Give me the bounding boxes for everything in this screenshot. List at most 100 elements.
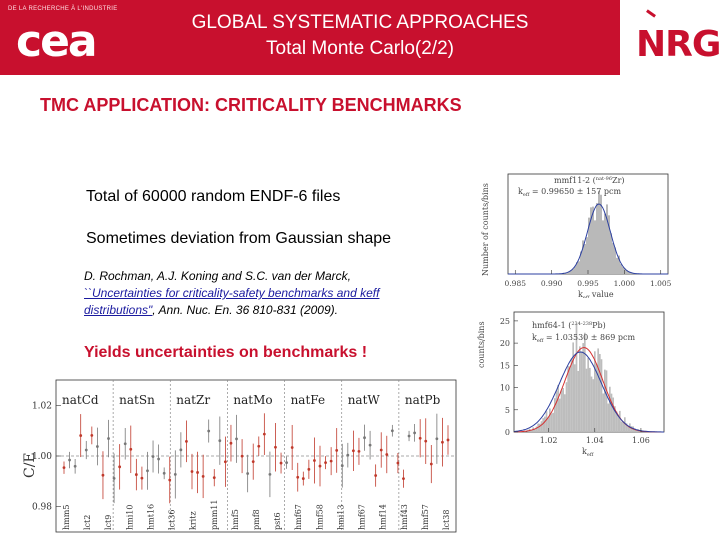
hist2-bar (627, 425, 629, 432)
hist2-bar (552, 412, 554, 432)
hist2-ytick-label: 20 (500, 339, 510, 348)
ce-point (285, 461, 289, 465)
header-bar (0, 0, 620, 75)
ce-point (429, 462, 433, 466)
hist2-bar (587, 357, 589, 432)
hist2-bar (595, 363, 598, 432)
ce-point (346, 453, 350, 457)
hist2-ytick-label: 5 (505, 406, 510, 415)
hist1-xlabel-suffix: value (589, 290, 614, 298)
hist1-gaussian-fit (508, 203, 668, 275)
hist1-xtick-label: 0.995 (577, 279, 599, 288)
hist2-ytick-label: 25 (500, 317, 510, 326)
hist2-xtick-label: 1.06 (632, 436, 650, 445)
ce-point (207, 429, 211, 433)
ce-point (351, 449, 355, 453)
hist1-bar (620, 264, 622, 274)
ce-point (274, 445, 277, 449)
ce-group-label: natMo (233, 393, 272, 407)
hist2-bars (524, 323, 641, 432)
hist2-bar (544, 416, 546, 432)
hist2-bar (559, 398, 561, 432)
ref-title-link[interactable]: ``Uncertainties for criticality-safety b… (84, 286, 380, 317)
hist2-bar (622, 421, 624, 432)
ce-xtick-label: hmf5 (231, 509, 240, 530)
ce-point (279, 461, 283, 465)
reference: D. Rochman, A.J. Koning and S.C. van der… (84, 268, 414, 319)
hist2-bar (610, 393, 613, 432)
ce-point (218, 439, 222, 443)
hist2-xlabel-k: k (582, 447, 587, 456)
hist2-bar (577, 370, 579, 432)
ce-point (123, 442, 127, 446)
ce-point (101, 473, 105, 477)
ref-journal: , Ann. Nuc. En. 36 810-831 (2009). (152, 303, 338, 317)
hist2-bar (582, 343, 584, 432)
ce-ytick-label: 1.02 (32, 401, 52, 411)
hist1-bar (594, 220, 596, 274)
hist1-ylabel: Number of counts/bins (481, 183, 490, 276)
hist2-bar (594, 351, 596, 432)
hist2-bar (567, 366, 569, 432)
ce-xtick-label: pmf8 (252, 509, 261, 530)
ce-point (385, 453, 389, 456)
hist1-bar (614, 247, 616, 274)
hist1-bar (570, 270, 572, 274)
ce-point (340, 464, 344, 468)
hist1-bars (564, 190, 636, 274)
cea-tagline: DE LA RECHERCHE À L'INDUSTRIE (8, 6, 118, 12)
hist2-bar (605, 370, 608, 432)
hist2-bar (619, 410, 621, 432)
hist1-xtick-label: 1.005 (650, 279, 672, 288)
hist1-bar (612, 242, 614, 274)
hist2-bar (630, 426, 633, 432)
hist2-bar (609, 386, 611, 432)
nrg-wordmark: NRG (636, 24, 720, 65)
ce-point (112, 476, 116, 480)
ce-point (390, 429, 394, 433)
hist2-bar (599, 353, 601, 432)
hist2-bar (617, 414, 619, 432)
hist2-xlabel: keff (582, 447, 594, 458)
hist2-annotation: hmf64-1 (234-238Pb) (532, 321, 606, 330)
hist1-xlabel: keff value (578, 290, 614, 298)
histogram-mmf11: mmf11-2 (nat-96Zr) keff = 0.99650 ± 157 … (481, 173, 672, 298)
hist1-bar (604, 213, 606, 274)
hist2-bar (589, 367, 591, 432)
hist2-bar (570, 358, 573, 432)
hist2-bar (590, 376, 593, 432)
ce-xtick-label: hmf57 (421, 504, 430, 530)
hist2-bar (554, 398, 556, 432)
cea-wordmark: cea (16, 16, 98, 67)
hist2-bar (574, 364, 576, 432)
hist2-xtick-label: 1.04 (586, 436, 604, 445)
hist1-bar (588, 217, 590, 274)
ce-point (396, 461, 400, 465)
hist2-keff: keff = 1.03530 ± 869 pcm (532, 333, 635, 344)
hist1-xlabel-sub: eff (583, 295, 590, 298)
hist1-bar (578, 261, 580, 274)
hist2-xtick-label: 1.02 (540, 436, 558, 445)
hist2-bar (612, 397, 614, 432)
ce-point (251, 460, 255, 464)
hist1-bar (630, 272, 632, 274)
ce-xtick-label: pst6 (273, 512, 282, 530)
ce-point (379, 448, 383, 452)
hist2-ytick-label: 15 (500, 361, 510, 370)
ce-point (235, 437, 238, 441)
hist1-bar (596, 203, 598, 274)
ce-point (90, 434, 94, 437)
hist2-bar (580, 351, 583, 432)
hist1-keff-value: = 0.99650 ± 157 pcm (529, 187, 621, 196)
ce-point (157, 457, 161, 461)
ce-xtick-label: hmf43 (400, 504, 409, 530)
hist1-bar (582, 240, 584, 274)
hist2-bar (579, 346, 581, 432)
hist1-xticks: 0.985 0.990 0.995 1.000 1.005 (505, 270, 672, 288)
hist2-fit-blue (513, 351, 664, 433)
hist2-yticks: 0 5 10 15 20 25 (500, 317, 518, 437)
ce-point (446, 438, 450, 442)
ce-point (62, 466, 66, 470)
ce-point (162, 471, 166, 475)
bullet-gaussian: Sometimes deviation from Gaussian shape (86, 230, 392, 247)
